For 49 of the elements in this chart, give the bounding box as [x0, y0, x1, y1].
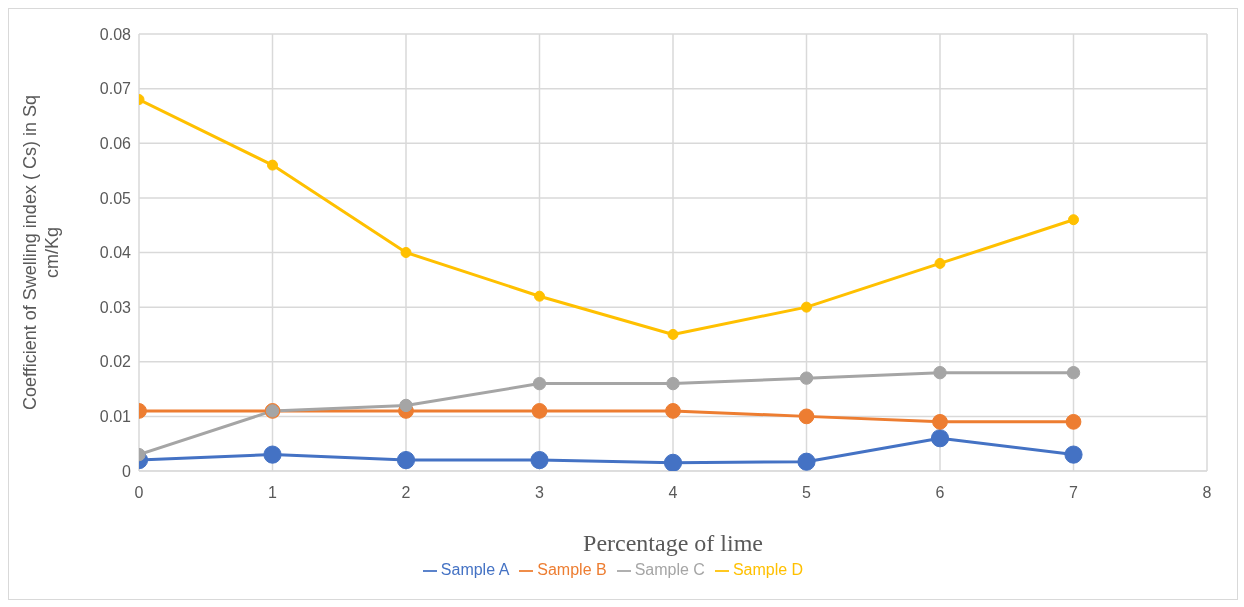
legend-label: Sample B: [537, 561, 607, 578]
point: [934, 257, 946, 269]
x-tick-label: 0: [134, 484, 144, 502]
point: [267, 159, 278, 171]
legend-label: Sample D: [732, 561, 804, 578]
point: [933, 365, 947, 380]
point: [667, 328, 679, 340]
point: [1064, 445, 1083, 464]
x-axis-title: Percentage of lime: [583, 530, 763, 556]
point: [399, 398, 413, 413]
point: [530, 450, 549, 470]
point: [263, 445, 282, 464]
y-tick-label: 0.05: [99, 189, 132, 207]
y-tick-label: 0.04: [99, 244, 132, 262]
legend-label: Sample A: [440, 561, 510, 578]
point: [532, 376, 547, 391]
y-tick-label: 0.08: [99, 25, 132, 43]
y-tick-label: 0: [122, 462, 132, 480]
x-tick-label: 5: [802, 484, 812, 502]
y-tick-label: 0.01: [99, 408, 132, 426]
x-tick-label: 1: [268, 484, 278, 502]
point: [534, 290, 545, 302]
point: [396, 450, 416, 470]
point: [798, 408, 815, 425]
point: [1068, 214, 1079, 226]
y-axis-title: Coefficient of Swelling index ( Cs) in Sq cm/Kg: [20, 95, 62, 410]
y-tick-label: 0.06: [99, 134, 132, 152]
point: [801, 301, 812, 313]
point: [531, 403, 548, 419]
point: [400, 247, 412, 258]
x-tick-label: 6: [935, 484, 945, 502]
y-tick-label: 0.02: [99, 353, 132, 371]
x-tick-label: 7: [1069, 484, 1079, 502]
point: [1066, 365, 1081, 380]
x-tick-label: 2: [401, 484, 411, 502]
point: [1065, 413, 1082, 430]
x-tick-label: 4: [668, 484, 678, 502]
point: [930, 429, 950, 448]
point: [799, 371, 814, 385]
point: [665, 403, 681, 419]
y-tick-label: 0.07: [99, 80, 132, 98]
x-tick-label: 3: [535, 484, 545, 502]
legend-label: Sample C: [634, 561, 705, 578]
point: [797, 452, 816, 471]
y-tick-label: 0.03: [99, 298, 132, 316]
point: [932, 413, 948, 430]
x-tick-label: 8: [1202, 484, 1212, 502]
point: [663, 453, 683, 471]
point: [666, 376, 680, 391]
